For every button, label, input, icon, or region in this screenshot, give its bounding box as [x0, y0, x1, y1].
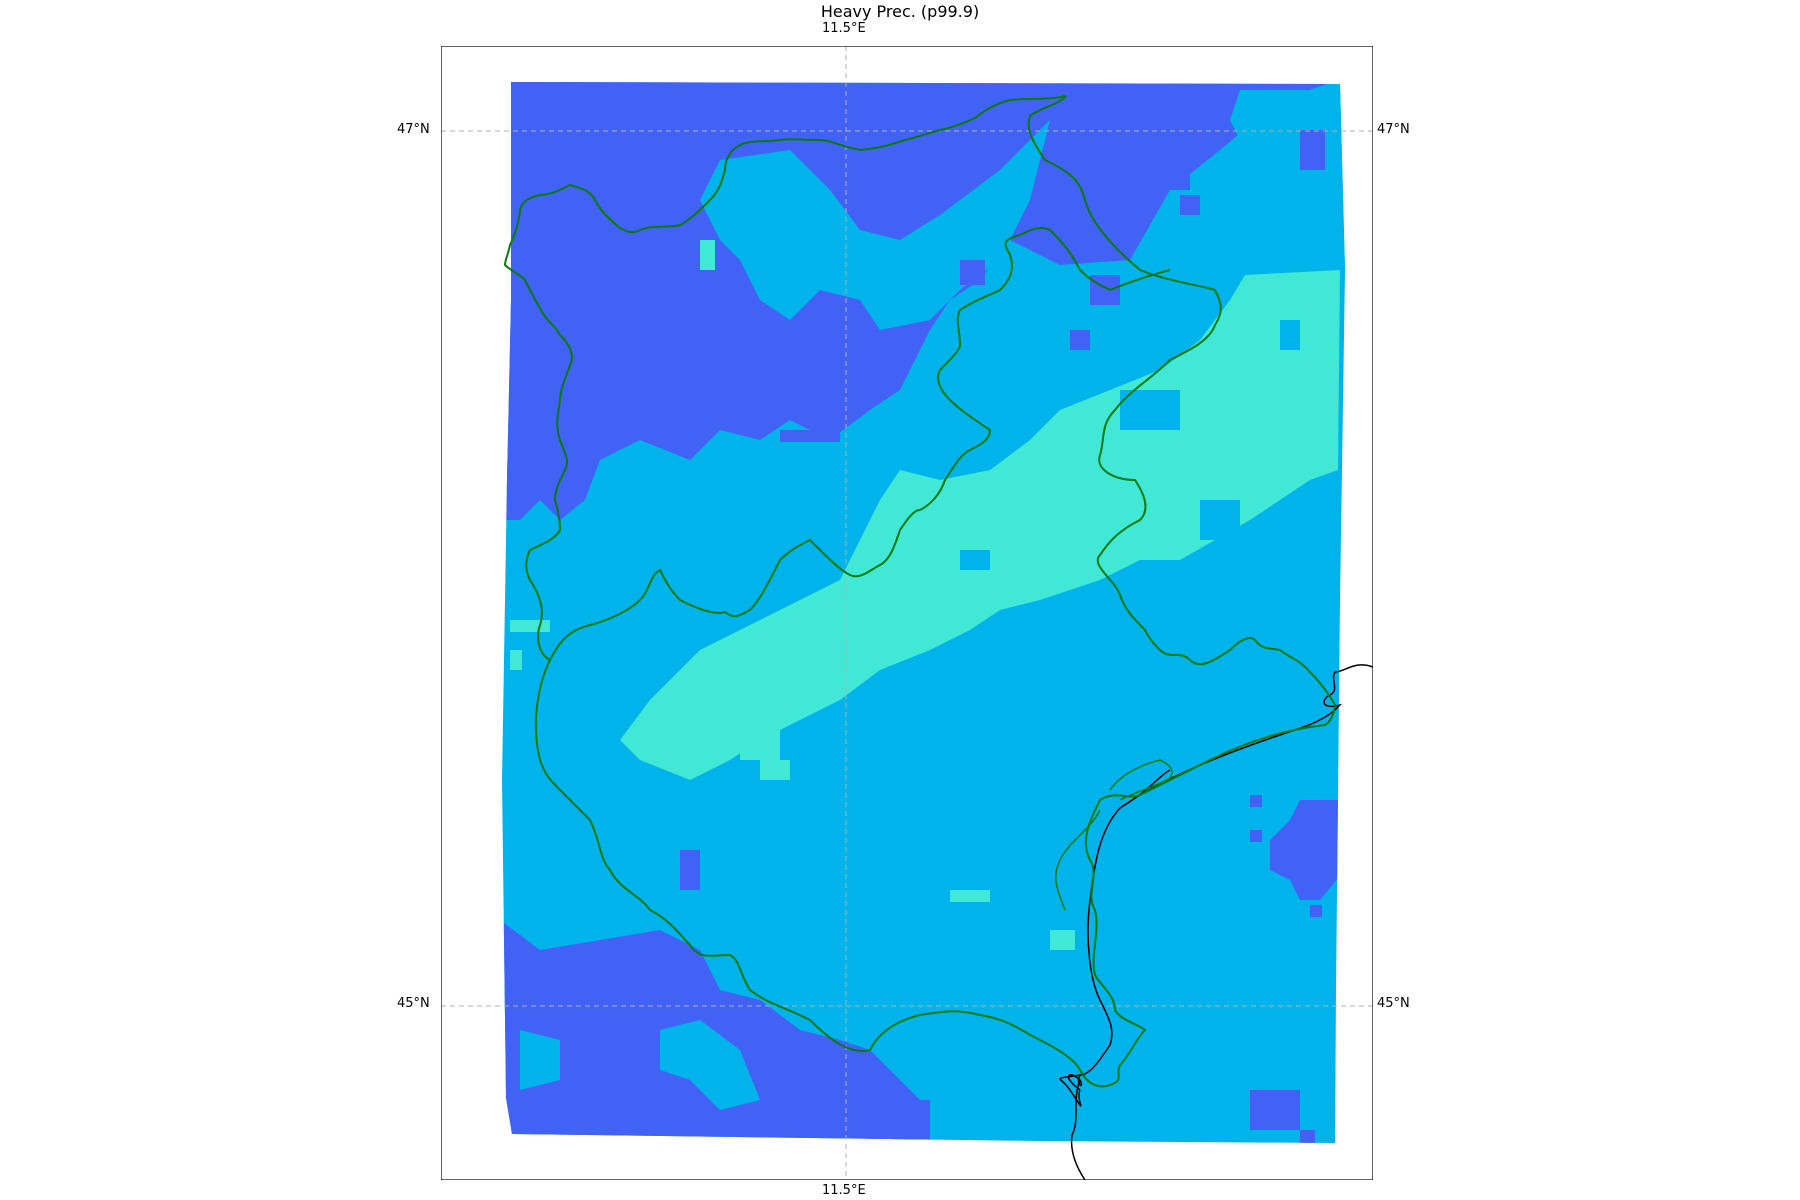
lagoon-outline — [1055, 759, 1173, 911]
lat-label-left-45: 45°N — [397, 996, 430, 1011]
gridlines — [441, 46, 1373, 1180]
lat-label-right-47: 47°N — [1377, 122, 1410, 137]
precip-field — [502, 82, 1345, 1143]
lon-label-bottom: 11.5°E — [822, 1183, 866, 1198]
map-title: Heavy Prec. (p99.9) — [820, 2, 980, 21]
lat-label-left-47: 47°N — [397, 122, 430, 137]
lon-label-top: 11.5°E — [822, 21, 866, 36]
lat-label-right-45: 45°N — [1377, 996, 1410, 1011]
region-border — [503, 95, 1337, 1088]
